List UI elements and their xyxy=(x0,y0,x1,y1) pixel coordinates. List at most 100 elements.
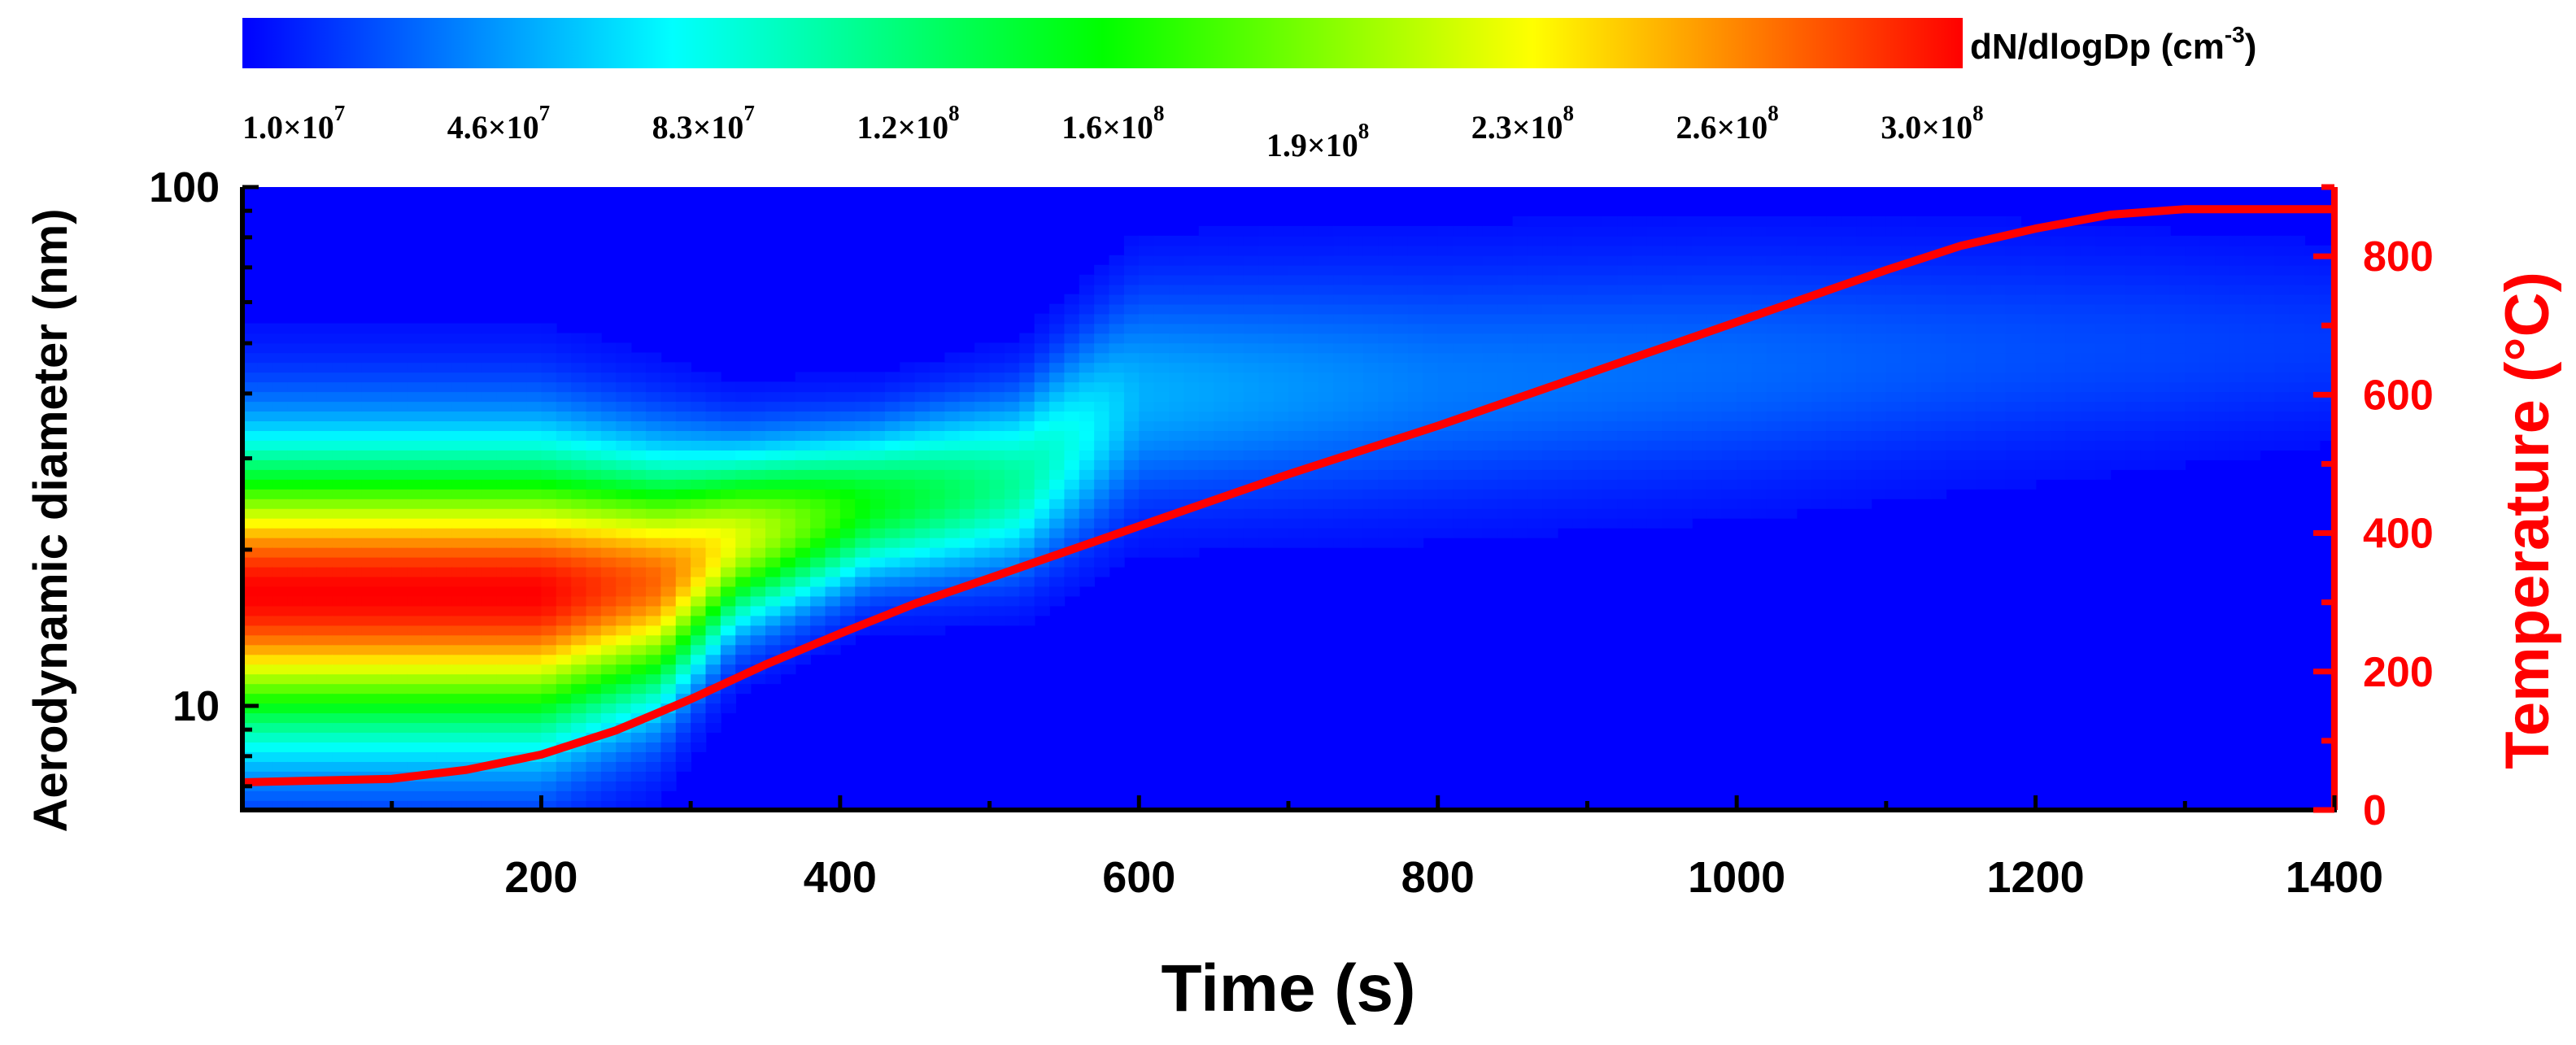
heatmap-cell xyxy=(1183,255,1200,266)
heatmap-cell xyxy=(1243,303,1260,315)
heatmap-cell xyxy=(1632,333,1648,344)
heatmap-cell xyxy=(1453,333,1469,344)
heatmap-cell xyxy=(616,576,632,587)
heatmap-cell xyxy=(1826,274,1842,285)
heatmap-cell xyxy=(2215,372,2231,383)
heatmap-cell xyxy=(1333,284,1349,295)
heatmap-cell xyxy=(1617,507,1633,519)
heatmap-cell xyxy=(1751,401,1767,412)
heatmap-cell xyxy=(466,654,482,665)
heatmap-cell xyxy=(646,527,662,538)
heatmap-cell xyxy=(1706,430,1723,441)
heatmap-cell xyxy=(2274,333,2291,344)
heatmap-cell xyxy=(2140,342,2156,354)
heatmap-cell xyxy=(481,644,498,655)
heatmap-cell xyxy=(1811,489,1828,499)
heatmap-cell xyxy=(780,430,796,441)
heatmap-cell xyxy=(287,440,303,451)
heatmap-cell xyxy=(1557,235,1573,246)
heatmap-cell xyxy=(600,527,617,538)
heatmap-cell xyxy=(795,654,811,665)
heatmap-cell xyxy=(1094,333,1110,344)
heatmap-cell xyxy=(735,586,752,597)
heatmap-cell xyxy=(765,556,782,568)
heatmap-cell xyxy=(421,761,438,772)
heatmap-cell xyxy=(1916,333,1932,344)
heatmap-cell xyxy=(1512,333,1528,344)
heatmap-cell xyxy=(720,517,737,529)
heatmap-cell xyxy=(436,683,452,694)
heatmap-cell xyxy=(1856,479,1872,490)
heatmap-cell xyxy=(466,537,482,548)
heatmap-cell xyxy=(1169,401,1185,412)
heatmap-cell xyxy=(1243,507,1260,519)
heatmap-cell xyxy=(2169,333,2186,344)
heatmap-cell xyxy=(2125,420,2141,432)
heatmap-cell xyxy=(1796,216,1812,227)
heatmap-cell xyxy=(900,459,916,470)
heatmap-cell xyxy=(825,381,841,393)
heatmap-cell xyxy=(1901,381,1917,393)
heatmap-cell xyxy=(481,372,498,383)
heatmap-cell xyxy=(1467,245,1484,256)
heatmap-cell xyxy=(1885,284,1903,295)
heatmap-cell xyxy=(1676,245,1693,256)
heatmap-cell xyxy=(1348,391,1364,403)
heatmap-cell xyxy=(272,566,288,577)
heatmap-cell xyxy=(646,401,662,412)
heatmap-cell xyxy=(316,664,333,675)
heatmap-cell xyxy=(1423,372,1439,383)
heatmap-cell xyxy=(556,372,572,383)
heatmap-cell xyxy=(466,800,482,810)
heatmap-cell xyxy=(1632,401,1648,412)
heatmap-cell xyxy=(1527,303,1544,315)
heatmap-cell xyxy=(302,566,318,577)
heatmap-cell xyxy=(2125,352,2141,364)
heatmap-cell xyxy=(1796,255,1812,266)
heatmap-cell xyxy=(810,605,826,616)
heatmap-cell xyxy=(1751,216,1767,227)
heatmap-cell xyxy=(2304,430,2321,441)
heatmap-cell xyxy=(630,771,647,782)
heatmap-cell xyxy=(526,507,543,519)
heatmap-cell xyxy=(1437,459,1454,470)
heatmap-cell xyxy=(1602,411,1618,422)
heatmap-cell xyxy=(1602,450,1618,460)
heatmap-cell xyxy=(1512,499,1528,509)
heatmap-cell xyxy=(391,615,408,626)
heatmap-cell xyxy=(646,625,662,636)
heatmap-cell xyxy=(2304,401,2321,412)
heatmap-cell xyxy=(1183,450,1200,460)
heatmap-cell xyxy=(870,459,886,470)
heatmap-cell xyxy=(391,800,408,810)
heatmap-cell xyxy=(974,372,991,383)
heatmap-cell xyxy=(2140,372,2156,383)
heatmap-cell xyxy=(347,527,363,538)
heatmap-cell xyxy=(1646,235,1663,246)
heatmap-cell xyxy=(2005,255,2021,266)
heatmap-cell xyxy=(1602,216,1618,227)
heatmap-cell xyxy=(839,517,856,529)
heatmap-cell xyxy=(795,430,811,441)
heatmap-cell xyxy=(1706,459,1723,470)
heatmap-cell xyxy=(1393,372,1409,383)
heatmap-cell xyxy=(1019,381,1035,393)
heatmap-cell xyxy=(1602,440,1618,451)
heatmap-cell xyxy=(2050,430,2067,441)
heatmap-cell xyxy=(1407,527,1424,538)
heatmap-cell xyxy=(1841,342,1857,354)
heatmap-cell xyxy=(1930,430,1947,441)
heatmap-cell xyxy=(257,401,273,412)
heatmap-cell xyxy=(2215,235,2231,246)
heatmap-cell xyxy=(1692,274,1708,285)
heatmap-cell xyxy=(2260,342,2276,354)
heatmap-cell xyxy=(1646,450,1663,460)
heatmap-cell xyxy=(1034,391,1050,403)
heatmap-cell xyxy=(2065,225,2081,237)
heatmap-cell xyxy=(1916,352,1932,364)
heatmap-cell xyxy=(2199,450,2216,460)
heatmap-cell xyxy=(944,372,961,383)
heatmap-cell xyxy=(1587,517,1603,529)
heatmap-cell xyxy=(1437,391,1454,403)
heatmap-cell xyxy=(1646,303,1663,315)
